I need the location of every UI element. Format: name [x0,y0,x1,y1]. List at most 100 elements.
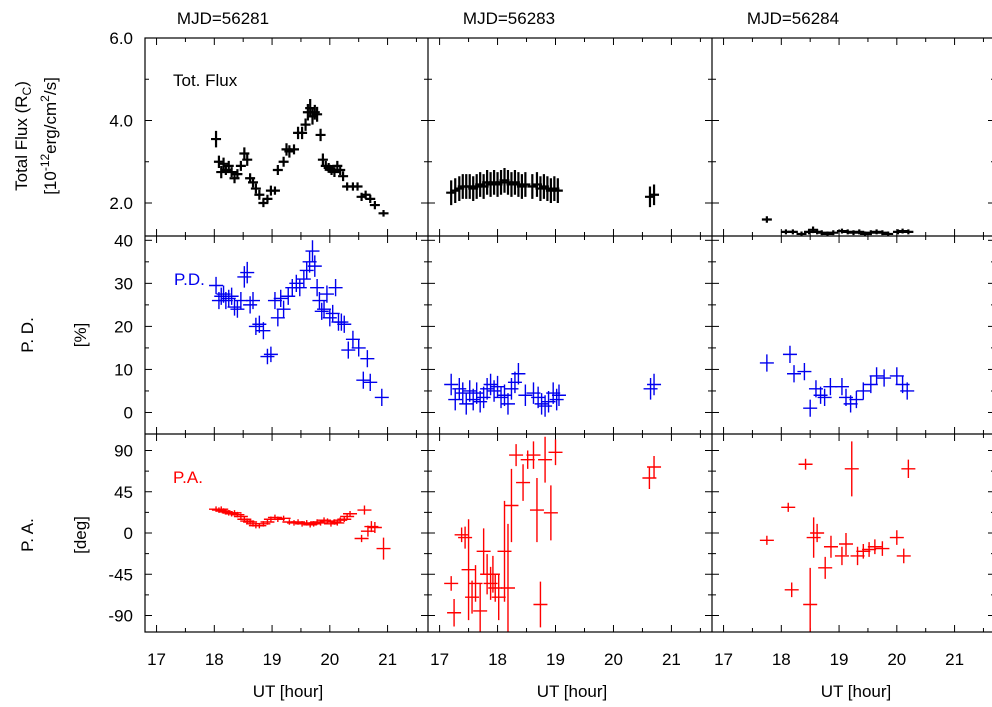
data-point-pd-2-10 [480,378,495,400]
data-point-pd-2-16 [500,393,515,415]
data-point-pd-2-5 [462,380,477,402]
data-point-pd-1-22 [276,300,291,318]
data-point-flux-3-17 [877,230,888,236]
data-point-flux-1-30 [307,108,318,125]
row-label-pd: P. D. [%] [18,317,90,353]
data-point-pa-2-1 [447,599,462,627]
data-point-pd-2-26 [546,382,561,404]
data-point-pd-2-30 [647,373,662,396]
data-point-flux-1-34 [317,153,328,166]
data-point-pa-3-6 [810,523,825,543]
data-point-pd-1-6 [224,287,239,305]
y-tick-label: 0 [124,403,133,422]
data-point-flux-1-40 [335,165,346,175]
data-point-pd-1-34 [314,302,329,320]
data-point-flux-3-21 [903,229,914,235]
data-point-flux-1-32 [312,106,323,122]
data-point-flux-2-22 [527,174,538,199]
data-point-pa-2-27 [647,456,662,478]
data-point-pa-2-20 [526,441,541,469]
series-pd-3 [759,345,915,417]
data-point-pa-3-12 [850,546,865,566]
data-point-pd-2-3 [455,382,470,404]
y-tick-label: -45 [108,565,133,584]
data-point-flux-2-21 [520,172,531,197]
data-point-pa-1-43 [364,521,379,533]
data-point-pd-2-9 [476,386,491,409]
data-point-pd-2-23 [534,393,549,415]
x-tick-label: 19 [263,650,282,669]
data-point-pd-1-17 [260,348,275,365]
data-point-pa-3-4 [803,567,818,632]
data-point-flux-1-48 [369,200,380,210]
data-point-flux-1-21 [278,156,289,167]
y-tick-label: 90 [114,442,133,461]
data-point-pd-1-47 [360,350,375,368]
data-point-pa-3-1 [781,502,796,512]
data-point-pa-1-37 [337,516,352,522]
data-point-pd-3-9 [834,378,849,396]
data-point-pa-3-10 [838,533,853,555]
y-tick-label: 30 [114,274,133,293]
data-point-pd-2-14 [494,386,509,409]
x-axis-label-1: UT [hour] [253,682,324,701]
data-point-pd-1-10 [237,266,252,288]
data-point-flux-1-38 [329,167,340,178]
data-point-pa-2-21 [529,478,544,543]
data-point-pd-1-16 [256,322,271,340]
data-point-pd-1-13 [246,291,261,310]
data-point-flux-1-5 [223,160,234,171]
data-point-flux-1-24 [289,144,300,155]
data-point-pa-1-27 [303,522,318,528]
data-point-pd-1-37 [322,309,337,327]
data-point-pd-1-39 [328,279,343,297]
data-point-pa-3-13 [856,544,871,559]
data-point-pd-1-14 [248,317,263,335]
data-point-pd-1-35 [317,300,332,318]
panel-tag-pd: P.D. [174,270,205,289]
data-point-pd-2-20 [518,384,533,407]
y-tick-label: 20 [114,317,133,336]
data-point-pd-3-3 [797,362,812,381]
data-point-pd-2-24 [538,395,553,417]
data-point-flux-1-23 [284,145,295,158]
row-label-flux: Total Flux (RC) [10-12erg/cm2/s] [12,77,60,195]
x-tick-label: 19 [546,650,565,669]
data-point-pa-2-3 [458,526,473,549]
data-point-flux-1-33 [315,128,326,142]
data-point-pa-2-17 [509,444,524,467]
row-label-pa: P. A. [deg] [18,516,90,554]
data-point-pd-1-18 [263,346,278,363]
y-tick-label: 4.0 [109,112,133,131]
data-point-pa-2-24 [543,485,558,541]
data-point-pd-1-41 [334,313,349,331]
data-point-pd-1-48 [363,373,378,391]
x-tick-label: 18 [772,650,791,669]
data-point-pa-1-21 [276,515,291,522]
data-point-pd-3-4 [803,399,818,417]
data-point-pa-2-7 [473,583,488,632]
pd-axis-unit: [%] [71,323,90,348]
data-point-pd-3-0 [759,354,774,372]
data-point-pd-2-0 [444,373,459,396]
y-tick-label: 0 [124,524,133,543]
data-point-pd-2-19 [511,362,526,385]
data-point-pd-3-7 [817,388,832,407]
panel-tag-pa: P.A. [173,468,203,487]
data-point-pd-1-25 [289,274,304,292]
data-point-pa-2-14 [497,500,512,602]
data-point-pa-1-44 [367,522,382,533]
series-flux-1 [211,99,389,217]
data-point-pa-1-20 [270,516,285,522]
data-point-flux-3-7 [816,230,827,236]
series-flux-3 [761,216,914,236]
data-point-pd-2-22 [531,386,546,409]
data-point-pa-1-9 [233,513,248,520]
series-flux-2 [446,167,660,208]
data-point-flux-1-3 [218,157,229,170]
x-tick-label: 18 [205,650,224,669]
data-point-flux-1-20 [272,165,283,175]
data-point-pa-1-32 [320,518,335,524]
data-point-pd-3-15 [869,367,884,385]
data-point-pd-3-13 [856,382,871,400]
